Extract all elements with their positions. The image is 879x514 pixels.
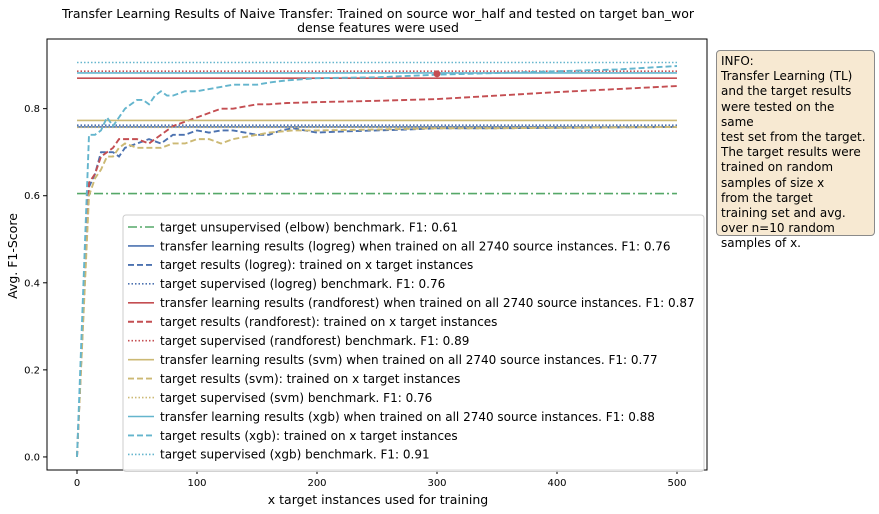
x-axis-label: x target instances used for training (268, 492, 488, 507)
y-tick-label-3: 0.6 (24, 191, 40, 202)
x-tick-label-2: 200 (307, 478, 326, 489)
legend-label-11: target results (xgb): trained on x targe… (160, 429, 458, 443)
legend-label-10: transfer learning results (xgb) when tra… (160, 410, 655, 424)
legend-label-2: target results (logreg): trained on x ta… (160, 258, 473, 272)
legend-label-5: target results (randforest): trained on … (160, 315, 497, 329)
info-box: INFO: Transfer Learning (TL) and the tar… (716, 50, 875, 250)
legend-label-7: transfer learning results (svm) when tra… (160, 353, 658, 367)
legend-label-0: target unsupervised (elbow) benchmark. F… (160, 220, 458, 234)
y-tick-label-1: 0.2 (24, 365, 40, 376)
legend-label-6: target supervised (randforest) benchmark… (160, 334, 469, 348)
legend-label-12: target supervised (xgb) benchmark. F1: 0… (160, 448, 430, 462)
chart-title: Transfer Learning Results of Naive Trans… (61, 6, 695, 21)
legend-label-4: transfer learning results (randforest) w… (160, 296, 695, 310)
legend-box (122, 214, 705, 472)
legend-label-8: target results (svm): trained on x targe… (160, 372, 460, 386)
x-tick-label-5: 500 (667, 478, 686, 489)
x-tick-label-1: 100 (187, 478, 206, 489)
y-tick-label-2: 0.4 (24, 278, 40, 289)
series-line-5 (76, 85, 678, 457)
x-tick-label-3: 300 (427, 478, 446, 489)
legend-label-9: target supervised (svm) benchmark. F1: 0… (160, 391, 432, 405)
x-tick-label-4: 400 (547, 478, 566, 489)
chart-subtitle: dense features were used (297, 20, 459, 35)
legend-label-3: target supervised (logreg) benchmark. F1… (160, 277, 445, 291)
marker-point-0 (433, 70, 441, 78)
series-line-2 (76, 125, 678, 457)
y-tick-label-4: 0.8 (24, 104, 40, 115)
legend-label-1: transfer learning results (logreg) when … (160, 239, 671, 253)
series-line-8 (76, 125, 678, 457)
y-tick-label-0: 0.0 (24, 452, 40, 463)
y-axis-label: Avg. F1-Score (5, 213, 20, 299)
series-line-11 (76, 65, 678, 457)
x-tick-label-0: 0 (74, 478, 80, 489)
